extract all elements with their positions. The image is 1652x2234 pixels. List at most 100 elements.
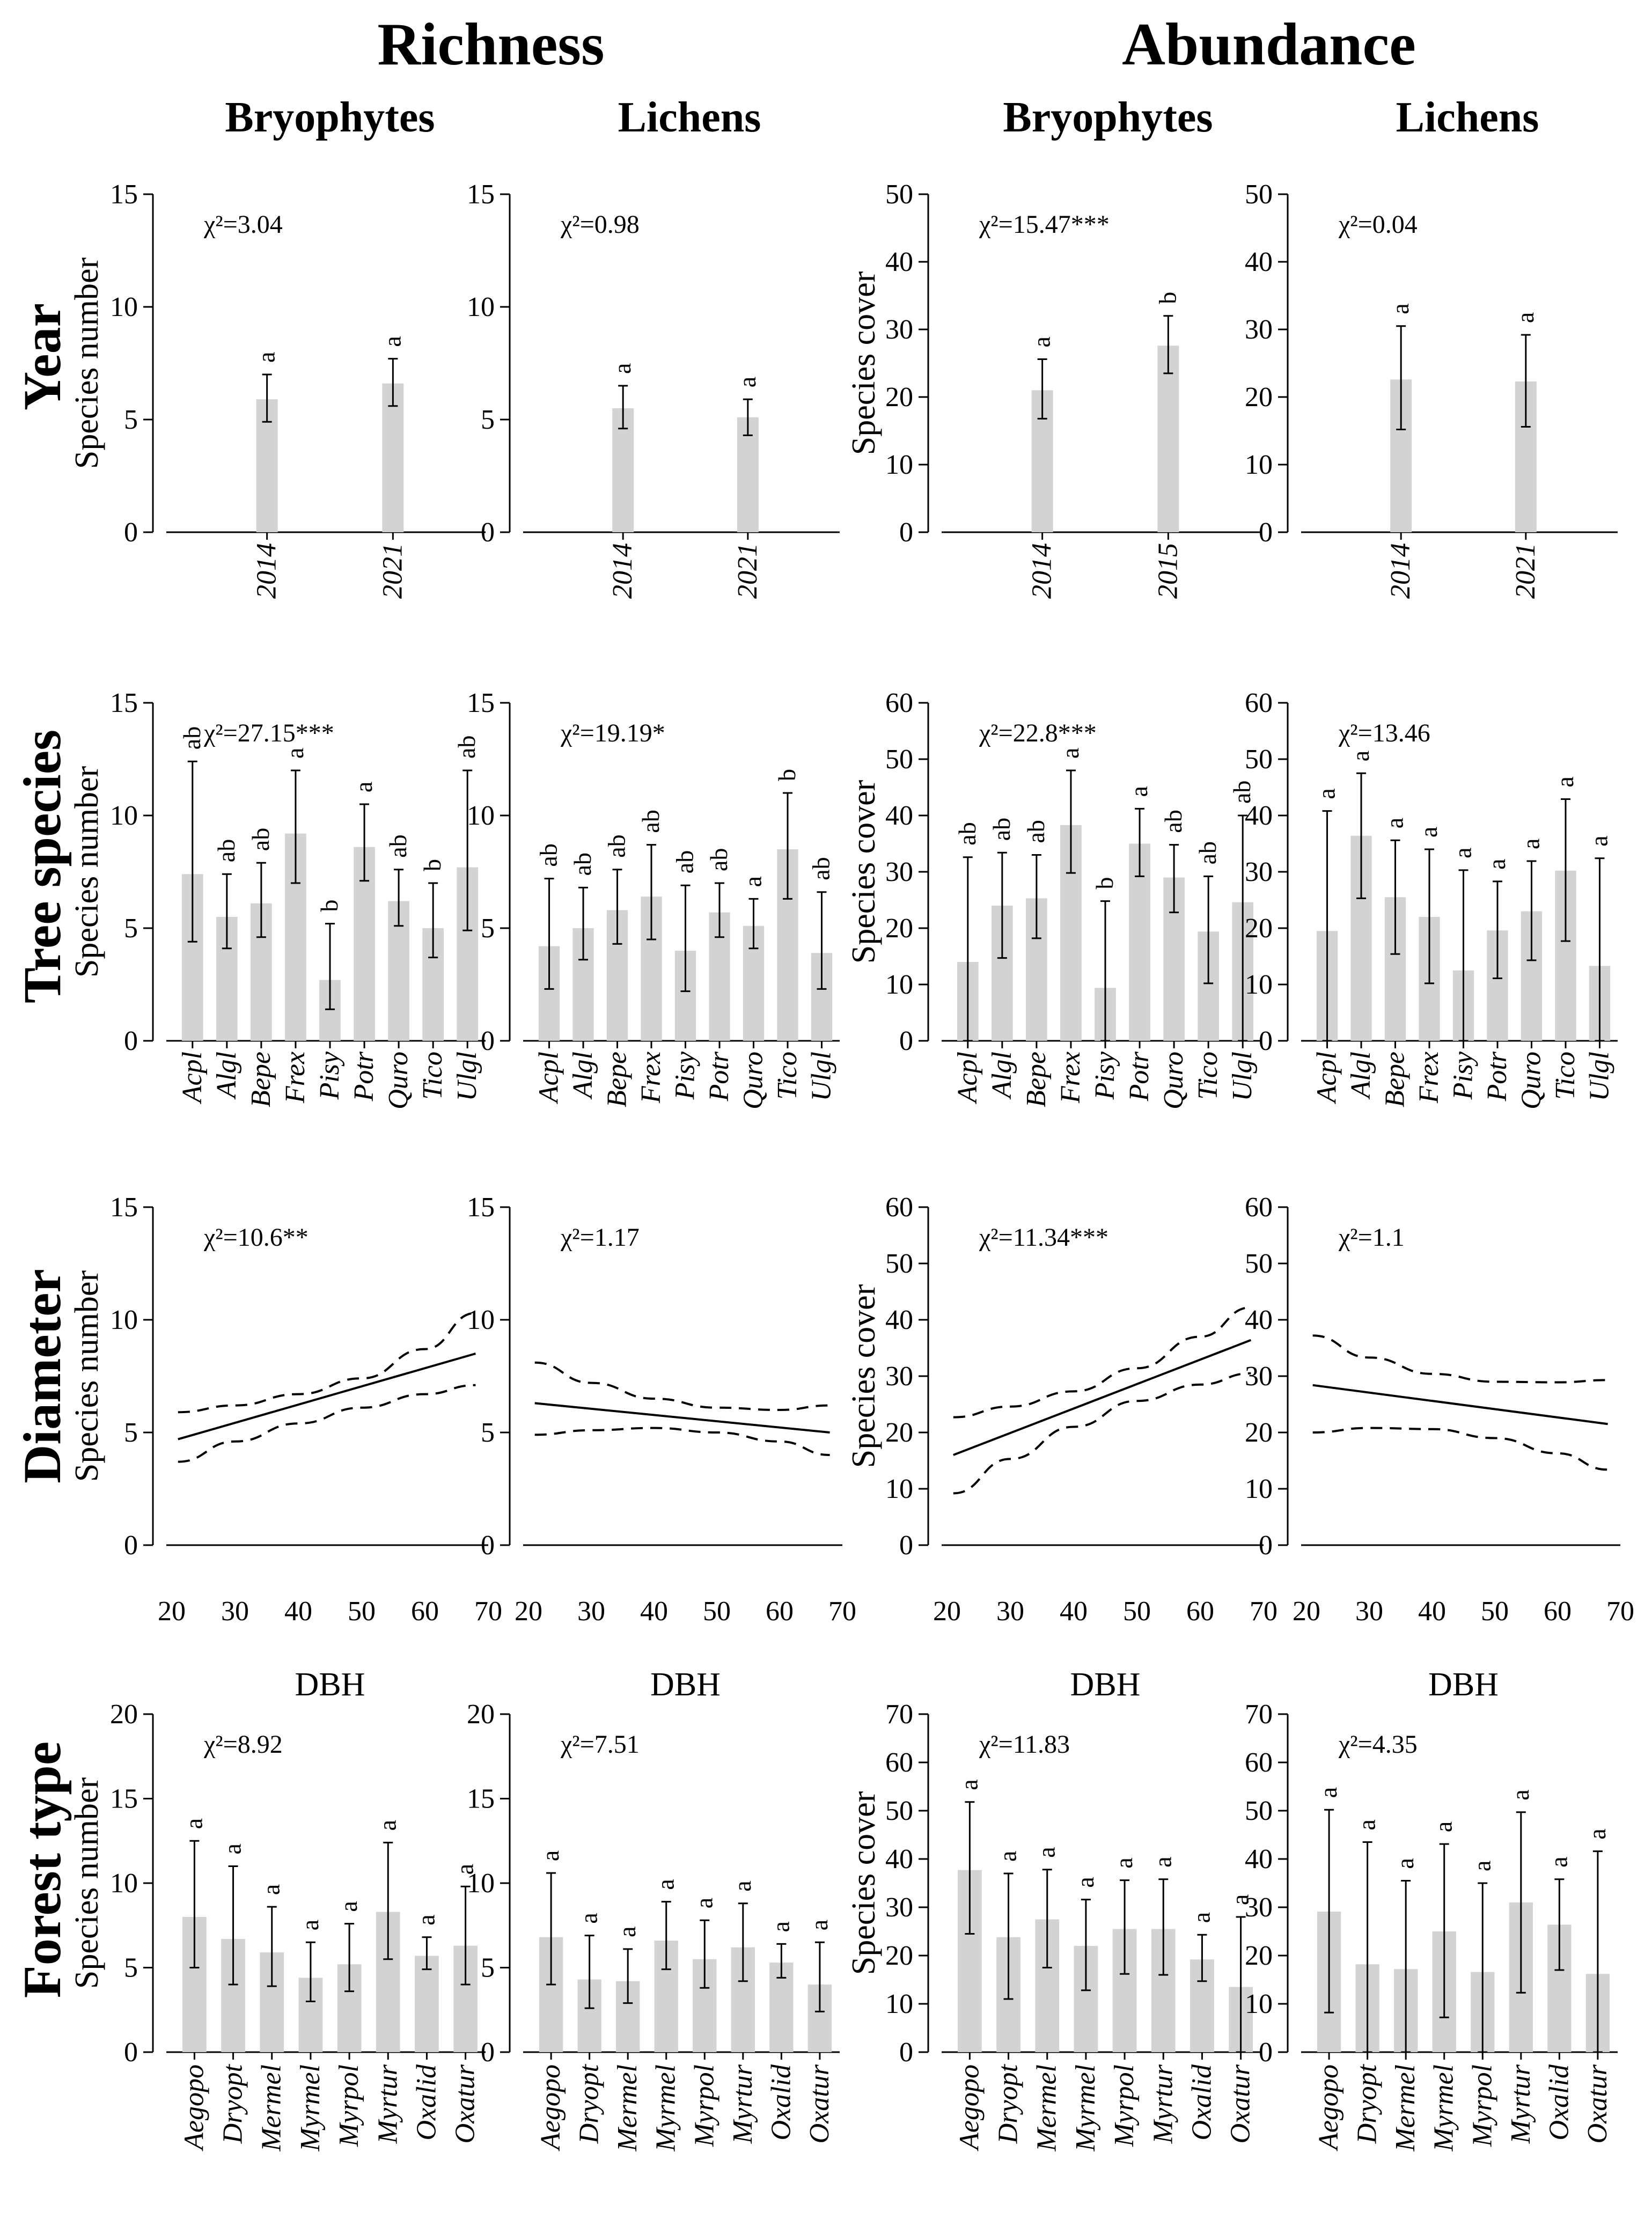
y-axis-label: Species cover [846, 1284, 882, 1468]
panel-forest-richness-lichens: 0 5 10 15 20 χ²=7.51 a Aegopo a Dryopt a Mermel a Myr… [467, 1699, 840, 2152]
significance-letter: a [1110, 1857, 1137, 1868]
x-tick-label: Potr [1124, 1051, 1155, 1101]
y-tick-label: 10 [110, 292, 138, 322]
y-tick-label: 10 [110, 800, 138, 831]
significance-letter: ab [178, 726, 205, 749]
x-tick-label: Tico [1550, 1052, 1581, 1100]
y-tick-label: 5 [124, 405, 138, 435]
y-tick-label: 50 [885, 744, 913, 775]
significance-letter: a [1517, 839, 1544, 849]
significance-letter: a [690, 1898, 717, 1908]
significance-letter: a [1507, 1789, 1534, 1800]
x-tick-label: Dryopt [574, 2063, 605, 2144]
y-tick-label: 50 [885, 1796, 913, 1826]
x-tick-label: Pisy [314, 1051, 345, 1100]
significance-letter: ab [705, 848, 732, 871]
x-tick-label: Oxalid [411, 2064, 442, 2141]
significance-letter: a [1347, 751, 1374, 761]
x-tick-label: 70 [1606, 1596, 1634, 1627]
y-tick-label: 5 [481, 913, 495, 944]
significance-letter: a [296, 1920, 324, 1930]
x-tick-label: 40 [284, 1596, 312, 1627]
x-tick-label: 30 [221, 1596, 249, 1627]
x-tick-label: 50 [1123, 1596, 1151, 1627]
y-tick-label: 40 [885, 1305, 913, 1335]
row-label-diameter: Diameter [12, 1269, 72, 1483]
significance-letter: ab [212, 839, 240, 862]
y-tick-label: 50 [885, 179, 913, 210]
x-tick-label: Aegopo [1313, 2064, 1344, 2151]
y-tick-label: 10 [885, 450, 913, 480]
y-tick-label: 15 [110, 1784, 138, 1814]
y-tick-label: 40 [885, 1844, 913, 1875]
panel-diameter-abundance-lichens: 0 10 20 30 40 50 60 χ²=1.1 20 30 40 50 60 70 DBH [1245, 1192, 1634, 1703]
x-axis-label: DBH [650, 1666, 721, 1703]
x-tick-label: Myrpol [334, 2064, 364, 2147]
x-tick-label: Bepe [602, 1052, 633, 1107]
significance-letter: ab [1228, 781, 1255, 804]
x-tick-label: 60 [1186, 1596, 1214, 1627]
x-tick-label: Bepe [1380, 1052, 1411, 1107]
significance-letter: a [1125, 786, 1152, 797]
y-tick-label: 70 [885, 1699, 913, 1730]
y-tick-label: 20 [1245, 1941, 1273, 1971]
y-tick-label: 20 [467, 1699, 495, 1730]
y-tick-label: 20 [885, 382, 913, 413]
significance-letter: ab [603, 834, 630, 857]
column-header-abundance-lichens: Lichens [1396, 94, 1539, 141]
x-tick-label: 30 [577, 1596, 605, 1627]
y-tick-label: 60 [1245, 1747, 1273, 1778]
y-tick-label: 0 [481, 1530, 495, 1561]
y-tick-label: 0 [481, 1026, 495, 1056]
y-tick-label: 10 [1245, 1989, 1273, 2019]
significance-letter: a [373, 1820, 401, 1831]
fit-line [178, 1353, 476, 1441]
x-tick-label: 70 [474, 1596, 502, 1627]
x-tick-label: Algl [211, 1052, 242, 1100]
panel-tree-richness-lichens: 051015χ²=19.19*abAcplabAlglabBepeabFrexa… [467, 688, 840, 1109]
significance-letter: ab [988, 818, 1015, 841]
confidence-band-lower [1312, 1427, 1608, 1471]
significance-letter: a [994, 1851, 1022, 1862]
significance-letter: a [180, 1818, 207, 1829]
x-tick-label: Quro [1516, 1052, 1546, 1109]
x-tick-label: Oxalid [1186, 2064, 1217, 2141]
y-tick-label: 5 [124, 913, 138, 944]
header-abundance: Abundance [1122, 11, 1416, 78]
y-tick-label: 15 [110, 179, 138, 210]
significance-letter: a [350, 782, 377, 792]
x-tick-label: Oxatur [1225, 2064, 1256, 2143]
chi-square-annotation: χ²=8.92 [203, 1730, 283, 1759]
y-tick-label: 10 [467, 800, 495, 831]
y-tick-label: 30 [885, 1892, 913, 1923]
x-tick-label: Potr [349, 1051, 379, 1101]
y-tick-label: 0 [481, 517, 495, 548]
chi-square-annotation: χ²=4.35 [1338, 1730, 1418, 1759]
x-tick-label: Quro [738, 1052, 768, 1109]
significance-letter: a [1449, 847, 1477, 858]
x-tick-label: Myrmel [1429, 2064, 1459, 2152]
significance-letter: a [1149, 1856, 1176, 1867]
significance-letter: a [1187, 1912, 1215, 1923]
x-tick-label: Aegopo [535, 2064, 566, 2151]
panel-year-richness-lichens: 0 5 10 15 χ²=0.98 a 2014 a 2021 [467, 179, 840, 599]
significance-letter: a [1033, 1847, 1060, 1857]
x-tick-label: Myrmel [1070, 2064, 1101, 2152]
y-tick-label: 40 [1245, 800, 1273, 831]
y-tick-label: 0 [124, 1026, 138, 1056]
x-tick-label: Frex [1414, 1052, 1444, 1104]
y-tick-label: 30 [1245, 1892, 1273, 1923]
x-tick-label: Myrpol [1109, 2064, 1140, 2147]
significance-letter: a [652, 1879, 679, 1890]
x-tick-label: Algl [1346, 1052, 1376, 1100]
x-tick-label: 2021 [1510, 543, 1541, 599]
y-tick-label: 50 [1245, 744, 1273, 775]
y-axis-label: Species number [69, 258, 105, 469]
y-tick-label: 20 [110, 1699, 138, 1730]
significance-letter: a [1071, 1877, 1099, 1887]
x-tick-label: 70 [828, 1596, 856, 1627]
significance-letter: a [412, 1914, 439, 1925]
x-tick-label: Acpl [952, 1052, 983, 1104]
y-tick-label: 50 [1245, 1796, 1273, 1826]
